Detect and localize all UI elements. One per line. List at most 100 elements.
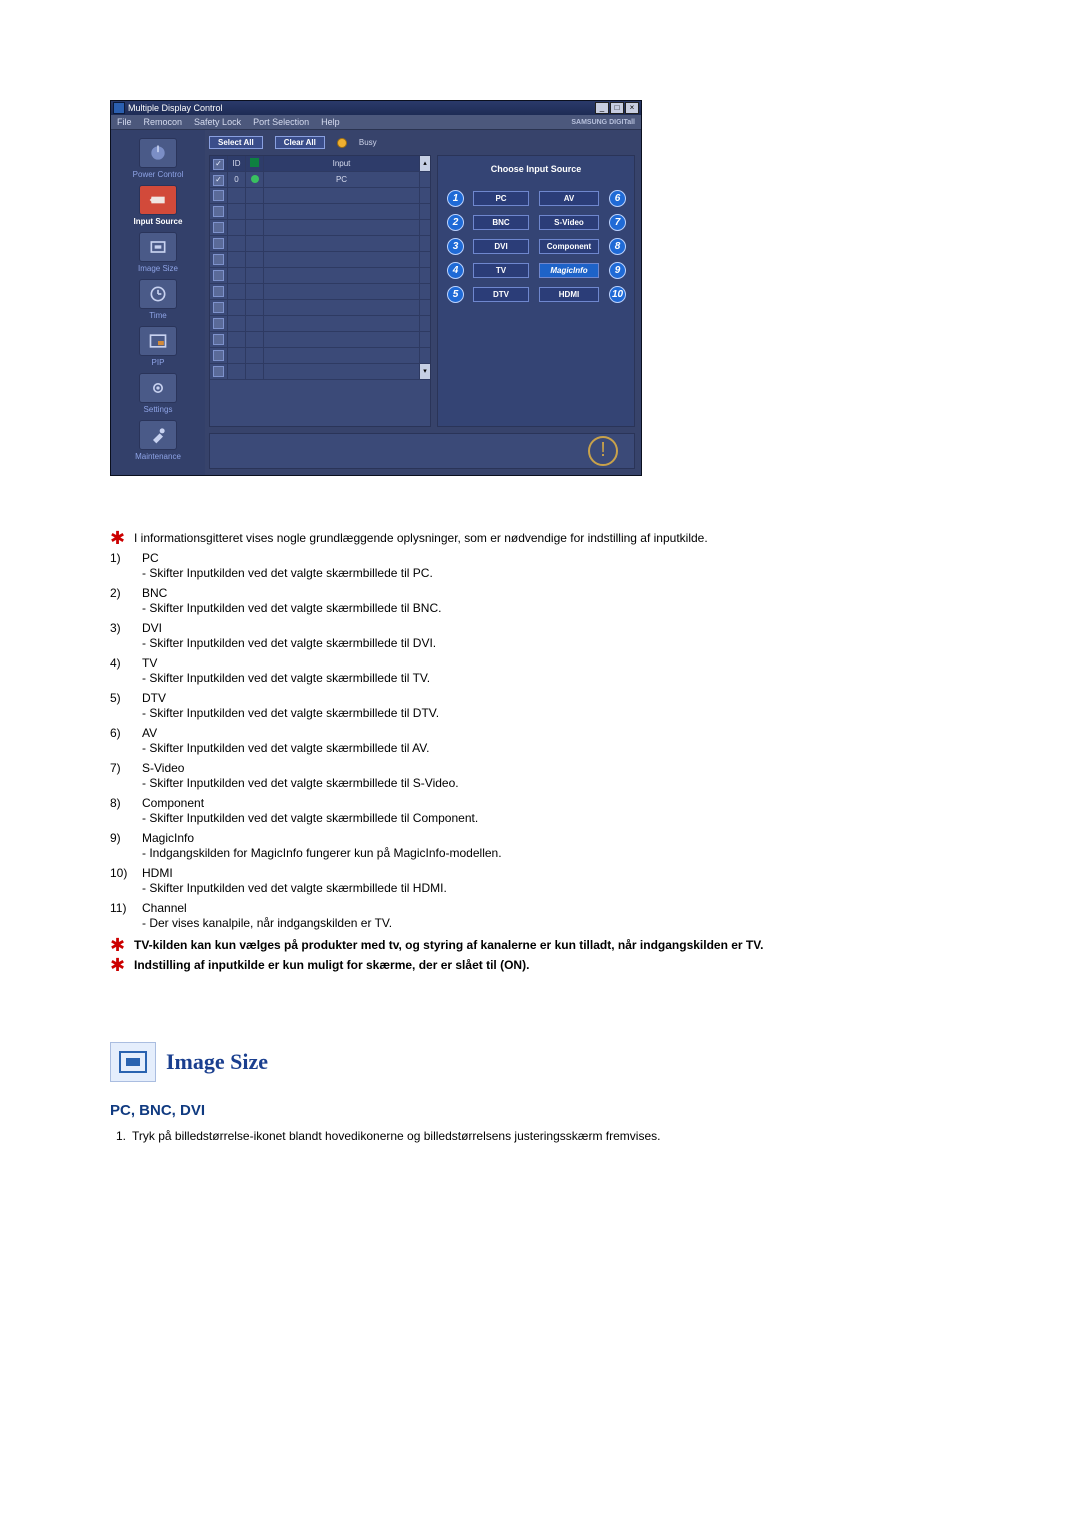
sidebar-item-label: Maintenance [135,452,181,461]
scroll-down[interactable]: ▾ [420,364,430,379]
source-component-button[interactable]: Component [539,239,599,254]
sidebar-item-input[interactable]: Input Source [113,185,203,226]
menu-help[interactable]: Help [321,117,340,127]
menu-port[interactable]: Port Selection [253,117,309,127]
row-checkbox[interactable] [213,254,224,265]
header-checkbox[interactable] [213,159,224,170]
source-svideo-button[interactable]: S-Video [539,215,599,230]
source-bnc-button[interactable]: BNC [473,215,529,230]
intro-text: I informationsgitteret vises nogle grund… [134,531,708,545]
source-dtv-button[interactable]: DTV [473,287,529,302]
warning-icon: ! [588,436,618,466]
bold-note-2: Indstilling af inputkilde er kun muligt … [134,958,529,972]
badge-1: 1 [447,190,464,207]
sidebar: Power Control Input Source Image Size Ti… [111,130,205,475]
menu-safety[interactable]: Safety Lock [194,117,241,127]
row-input: PC [264,172,420,187]
display-table: ID Input ▴ 0 PC [209,155,431,427]
badge-7: 7 [609,214,626,231]
list-num: 11) [110,901,134,930]
settings-icon [139,373,177,403]
sidebar-item-label: Input Source [134,217,183,226]
row-checkbox[interactable] [213,270,224,281]
list-title: Channel [142,901,1020,915]
table-row [210,236,430,252]
row-checkbox[interactable] [213,302,224,313]
pip-icon [139,326,177,356]
sidebar-item-settings[interactable]: Settings [113,373,203,414]
time-icon [139,279,177,309]
scroll-up[interactable]: ▴ [420,156,430,171]
list-title: MagicInfo [142,831,1020,845]
list-desc: - Skifter Inputkilden ved det valgte skæ… [142,706,1020,720]
maximize-button[interactable]: □ [610,102,624,114]
table-row[interactable]: 0 PC [210,172,430,188]
table-header: ID Input ▴ [210,156,430,172]
maintenance-icon [139,420,177,450]
menu-bar: File Remocon Safety Lock Port Selection … [111,115,641,130]
source-dvi-button[interactable]: DVI [473,239,529,254]
list-title: DTV [142,691,1020,705]
row-checkbox[interactable] [213,175,224,186]
col-input: Input [264,156,420,171]
sidebar-item-imagesize[interactable]: Image Size [113,232,203,273]
row-checkbox[interactable] [213,318,224,329]
window-title: Multiple Display Control [128,101,223,115]
list-title: PC [142,551,1020,565]
select-all-button[interactable]: Select All [209,136,263,149]
list-num: 8) [110,796,134,825]
sidebar-item-time[interactable]: Time [113,279,203,320]
app-window: Multiple Display Control _ □ × File Remo… [110,100,642,476]
sidebar-item-maintenance[interactable]: Maintenance [113,420,203,461]
list-desc: - Skifter Inputkilden ved det valgte skæ… [142,671,1020,685]
sidebar-item-power[interactable]: Power Control [113,138,203,179]
row-checkbox[interactable] [213,286,224,297]
sidebar-item-label: Time [149,311,166,320]
close-button[interactable]: × [625,102,639,114]
source-magicinfo-button[interactable]: MagicInfo [539,263,599,278]
source-tv-button[interactable]: TV [473,263,529,278]
minimize-button[interactable]: _ [595,102,609,114]
table-row [210,204,430,220]
clear-all-button[interactable]: Clear All [275,136,325,149]
list-title: BNC [142,586,1020,600]
row-checkbox[interactable] [213,350,224,361]
badge-5: 5 [447,286,464,303]
list-title: TV [142,656,1020,670]
list-desc: - Skifter Inputkilden ved det valgte skæ… [142,636,1020,650]
busy-label: Busy [359,138,377,147]
list-title: DVI [142,621,1020,635]
brand-label: SAMSUNG DIGITall [571,119,635,126]
table-row [210,300,430,316]
input-icon [139,185,177,215]
menu-file[interactable]: File [117,117,132,127]
row-checkbox[interactable] [213,206,224,217]
table-row [210,316,430,332]
table-row [210,332,430,348]
sidebar-item-pip[interactable]: PIP [113,326,203,367]
list-title: S-Video [142,761,1020,775]
source-av-button[interactable]: AV [539,191,599,206]
badge-3: 3 [447,238,464,255]
row-checkbox[interactable] [213,334,224,345]
sub-heading: PC, BNC, DVI [110,1102,1020,1119]
list-num: 6) [110,726,134,755]
section-title: Image Size [166,1049,268,1075]
row-checkbox[interactable] [213,366,224,377]
row-checkbox[interactable] [213,190,224,201]
imagesize-section-icon [110,1042,156,1082]
table-row [210,252,430,268]
table-row [210,220,430,236]
source-pc-button[interactable]: PC [473,191,529,206]
list-desc: - Skifter Inputkilden ved det valgte skæ… [142,601,1020,615]
list-num: 10) [110,866,134,895]
menu-remocon[interactable]: Remocon [144,117,183,127]
source-hdmi-button[interactable]: HDMI [539,287,599,302]
list-num: 3) [110,621,134,650]
row-checkbox[interactable] [213,222,224,233]
description-list: 1)PC- Skifter Inputkilden ved det valgte… [110,551,1020,930]
row-checkbox[interactable] [213,238,224,249]
bold-note-1: TV-kilden kan kun vælges på produkter me… [134,938,764,952]
power-icon [139,138,177,168]
sidebar-item-label: PIP [152,358,165,367]
